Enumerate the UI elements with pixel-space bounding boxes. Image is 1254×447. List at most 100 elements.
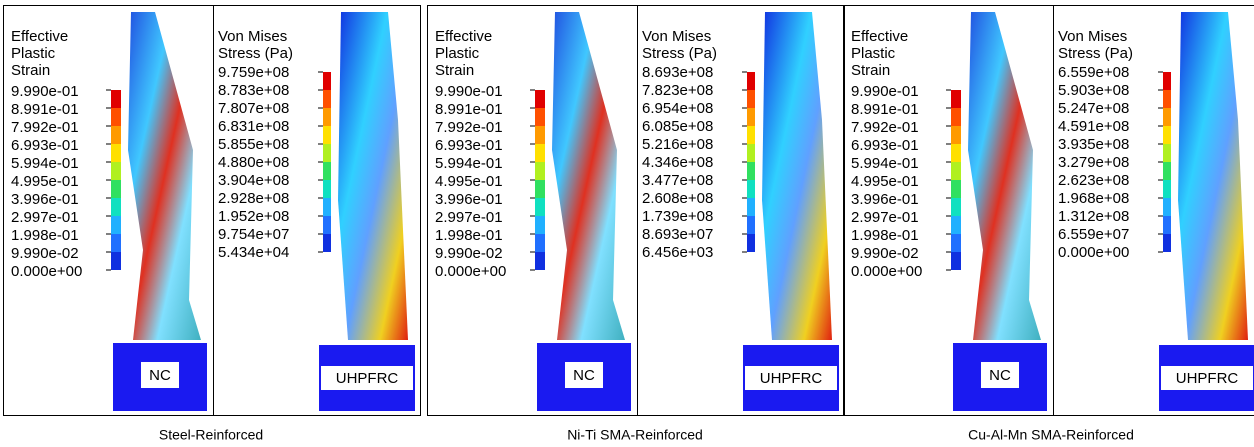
legend-title: Strain bbox=[11, 62, 50, 79]
caption: Cu-Al-Mn SMA-Reinforced bbox=[968, 427, 1134, 443]
legend-title: Effective bbox=[11, 28, 68, 45]
base-label: NC bbox=[989, 367, 1011, 384]
legend-tick-label: 8.693e+08 bbox=[642, 64, 713, 81]
legend-tick-label: 6.559e+08 bbox=[1058, 64, 1129, 81]
colorbar-segment bbox=[111, 90, 121, 108]
legend-title: Von Mises bbox=[218, 28, 287, 45]
legend-tick-label: 3.996e-01 bbox=[851, 191, 919, 208]
legend-title: Plastic bbox=[851, 45, 896, 62]
legend-tick-label: 4.995e-01 bbox=[435, 173, 503, 190]
legend-tick-label: 2.997e-01 bbox=[435, 209, 503, 226]
legend-tick-label: 9.990e-01 bbox=[11, 83, 79, 100]
colorbar-segment bbox=[111, 108, 121, 126]
legend-tick-label: 9.990e-02 bbox=[851, 245, 919, 262]
legend-tick-label: 0.000e+00 bbox=[11, 263, 82, 280]
legend-title: Strain bbox=[435, 62, 474, 79]
caption: Steel-Reinforced bbox=[159, 427, 263, 443]
colorbar-segment bbox=[1163, 198, 1171, 216]
legend-tick-label: 1.998e-01 bbox=[851, 227, 919, 244]
colorbar-segment bbox=[111, 234, 121, 252]
legend-tick-label: 5.216e+08 bbox=[642, 136, 713, 153]
column-image bbox=[762, 12, 832, 340]
legend-tick-label: 2.997e-01 bbox=[11, 209, 79, 226]
colorbar-segment bbox=[747, 216, 755, 234]
legend-tick-label: 3.996e-01 bbox=[11, 191, 79, 208]
legend-tick-label: 6.993e-01 bbox=[851, 137, 919, 154]
legend-tick-label: 4.995e-01 bbox=[851, 173, 919, 190]
colorbar-segment bbox=[1163, 108, 1171, 126]
colorbar-segment bbox=[535, 252, 545, 270]
colorbar-segment bbox=[951, 252, 961, 270]
colorbar-segment bbox=[323, 180, 331, 198]
legend-tick-label: 8.693e+07 bbox=[642, 226, 713, 243]
legend-tick-label: 8.783e+08 bbox=[218, 82, 289, 99]
colorbar-segment bbox=[1163, 234, 1171, 252]
legend-tick-label: 2.623e+08 bbox=[1058, 172, 1129, 189]
colorbar-segment bbox=[323, 162, 331, 180]
colorbar-segment bbox=[951, 234, 961, 252]
legend-tick-label: 6.993e-01 bbox=[11, 137, 79, 154]
legend-tick-label: 7.823e+08 bbox=[642, 82, 713, 99]
colorbar-segment bbox=[323, 234, 331, 252]
colorbar-segment bbox=[951, 126, 961, 144]
legend-title: Strain bbox=[851, 62, 890, 79]
colorbar-segment bbox=[323, 144, 331, 162]
colorbar-segment bbox=[535, 162, 545, 180]
colorbar-segment bbox=[1163, 72, 1171, 90]
colorbar-segment bbox=[535, 108, 545, 126]
colorbar-segment bbox=[323, 198, 331, 216]
legend-tick-label: 2.928e+08 bbox=[218, 190, 289, 207]
legend-tick-label: 6.831e+08 bbox=[218, 118, 289, 135]
legend-tick-label: 9.990e-02 bbox=[435, 245, 503, 262]
colorbar-segment bbox=[747, 180, 755, 198]
legend-tick-label: 9.990e-02 bbox=[11, 245, 79, 262]
legend-title: Effective bbox=[435, 28, 492, 45]
colorbar-segment bbox=[111, 198, 121, 216]
figure: NCUHPFRCEffectivePlasticStrain9.990e-018… bbox=[0, 0, 1254, 447]
legend-title: Stress (Pa) bbox=[1058, 45, 1133, 62]
base-label: NC bbox=[573, 367, 595, 384]
legend-tick-label: 9.754e+07 bbox=[218, 226, 289, 243]
legend-title: Stress (Pa) bbox=[218, 45, 293, 62]
legend-tick-label: 1.998e-01 bbox=[11, 227, 79, 244]
column-image bbox=[338, 12, 408, 340]
colorbar-segment bbox=[111, 162, 121, 180]
legend-tick-label: 3.477e+08 bbox=[642, 172, 713, 189]
legend-tick-label: 6.993e-01 bbox=[435, 137, 503, 154]
column-image bbox=[552, 12, 625, 340]
legend-tick-label: 7.807e+08 bbox=[218, 100, 289, 117]
legend-tick-label: 3.996e-01 bbox=[435, 191, 503, 208]
legend-tick-label: 4.591e+08 bbox=[1058, 118, 1129, 135]
colorbar-segment bbox=[951, 144, 961, 162]
legend-tick-label: 6.954e+08 bbox=[642, 100, 713, 117]
colorbar-segment bbox=[535, 126, 545, 144]
legend-tick-label: 5.994e-01 bbox=[851, 155, 919, 172]
colorbar-segment bbox=[1163, 126, 1171, 144]
colorbar-segment bbox=[535, 216, 545, 234]
colorbar-segment bbox=[535, 180, 545, 198]
legend-tick-label: 6.456e+03 bbox=[642, 244, 713, 261]
legend-tick-label: 7.992e-01 bbox=[11, 119, 79, 136]
legend-tick-label: 9.990e-01 bbox=[851, 83, 919, 100]
colorbar-segment bbox=[951, 198, 961, 216]
legend-title: Stress (Pa) bbox=[642, 45, 717, 62]
legend-tick-label: 4.346e+08 bbox=[642, 154, 713, 171]
colorbar-segment bbox=[747, 162, 755, 180]
colorbar-segment bbox=[323, 90, 331, 108]
colorbar-segment bbox=[1163, 180, 1171, 198]
colorbar-segment bbox=[111, 216, 121, 234]
legend-title: Von Mises bbox=[1058, 28, 1127, 45]
colorbar-segment bbox=[747, 72, 755, 90]
column-image bbox=[1178, 12, 1248, 340]
legend-tick-label: 1.998e-01 bbox=[435, 227, 503, 244]
colorbar-segment bbox=[1163, 90, 1171, 108]
colorbar-segment bbox=[323, 126, 331, 144]
base-label: NC bbox=[149, 367, 171, 384]
legend-tick-label: 4.880e+08 bbox=[218, 154, 289, 171]
colorbar-segment bbox=[951, 216, 961, 234]
colorbar-segment bbox=[1163, 216, 1171, 234]
colorbar-segment bbox=[1163, 144, 1171, 162]
legend-tick-label: 8.991e-01 bbox=[851, 101, 919, 118]
colorbar-segment bbox=[951, 162, 961, 180]
colorbar-segment bbox=[747, 90, 755, 108]
